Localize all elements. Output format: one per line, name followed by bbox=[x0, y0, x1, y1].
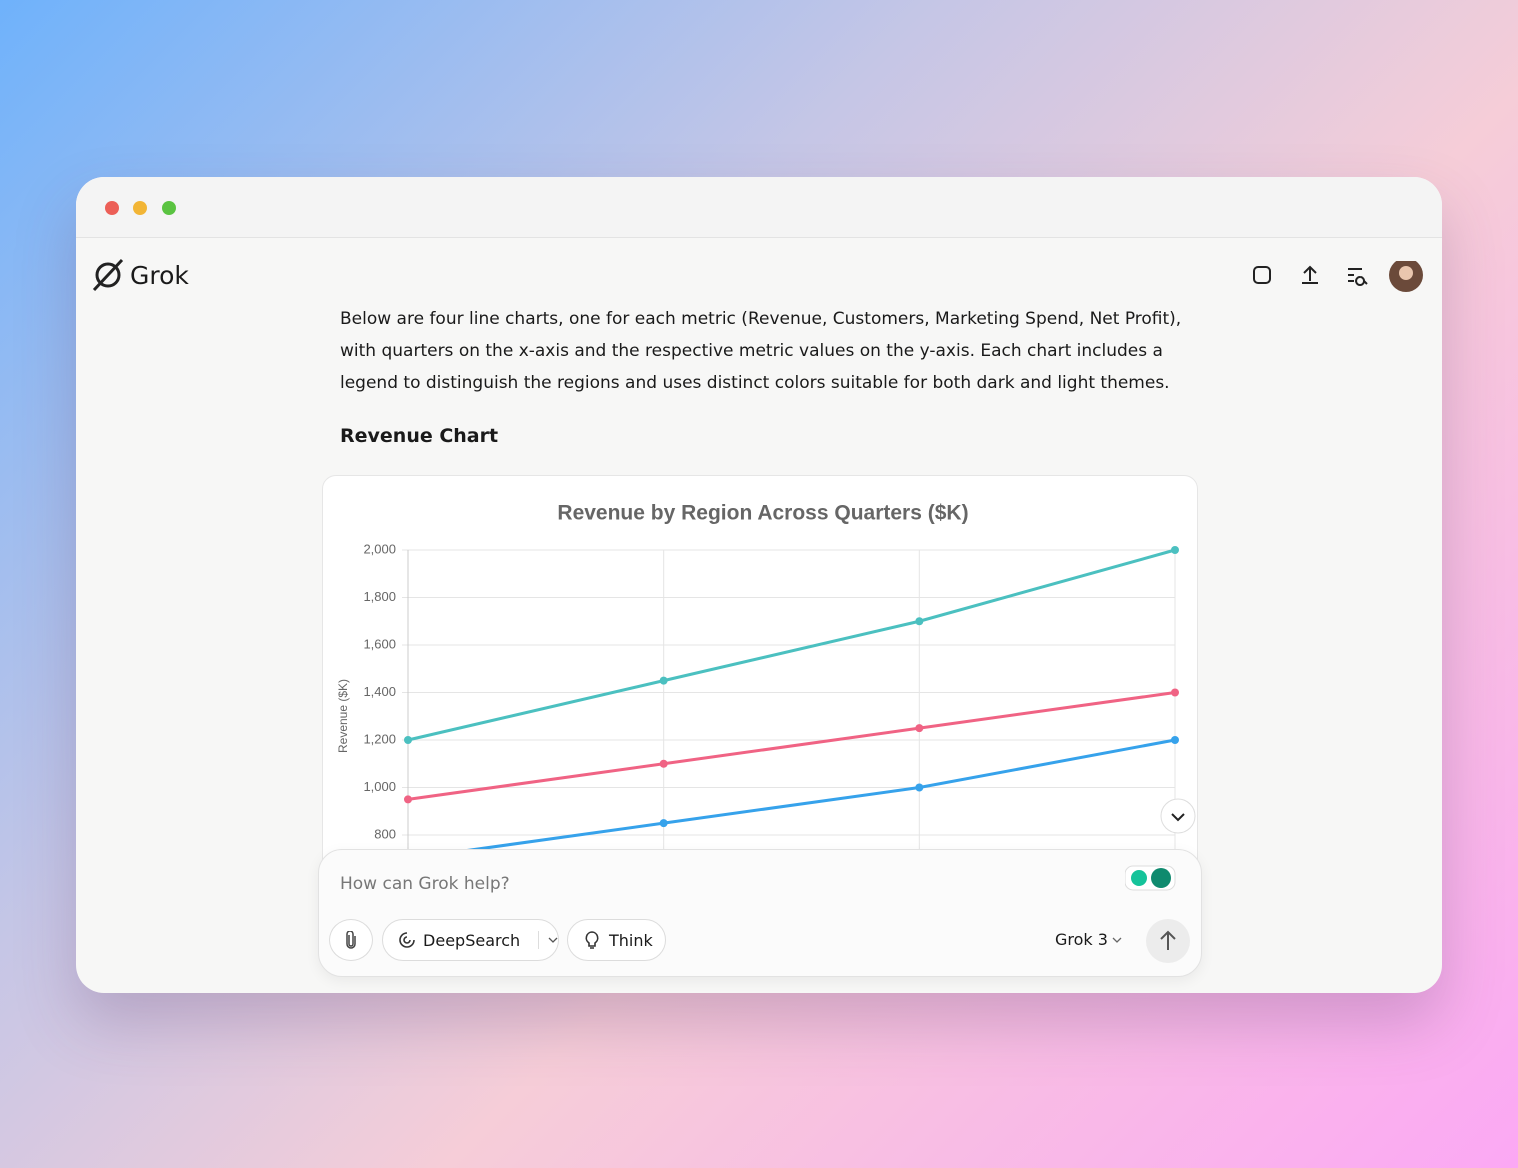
history-icon[interactable] bbox=[1348, 268, 1368, 286]
avatar-face bbox=[1399, 266, 1413, 280]
data-point bbox=[404, 736, 412, 744]
input-placeholder[interactable]: How can Grok help? bbox=[340, 874, 510, 894]
grok-logo bbox=[92, 258, 124, 292]
think-button[interactable]: Think bbox=[567, 919, 666, 961]
app-name: Grok bbox=[130, 261, 189, 290]
deepsearch-button[interactable]: DeepSearch bbox=[382, 919, 559, 961]
scroll-down-button[interactable] bbox=[1159, 797, 1199, 837]
data-point bbox=[659, 676, 668, 685]
composer[interactable]: How can Grok help? DeepSearch Think Grok… bbox=[318, 849, 1202, 977]
data-point bbox=[659, 819, 668, 828]
chart: Revenue by Region Across Quarters ($K) R… bbox=[336, 502, 1179, 896]
data-point bbox=[659, 759, 668, 768]
attach-button[interactable] bbox=[329, 919, 373, 961]
model-selector[interactable]: Grok 3 bbox=[1055, 930, 1108, 949]
minimize-button[interactable] bbox=[133, 201, 147, 215]
share-icon[interactable] bbox=[1302, 265, 1318, 284]
data-point bbox=[404, 795, 412, 804]
close-button[interactable] bbox=[105, 201, 119, 215]
data-point bbox=[1171, 688, 1179, 697]
y-tick-label: 1,800 bbox=[363, 589, 396, 604]
think-label: Think bbox=[609, 930, 653, 950]
data-point bbox=[1171, 546, 1179, 554]
deepsearch-label: DeepSearch bbox=[423, 930, 521, 950]
y-tick-label: 1,000 bbox=[363, 779, 396, 794]
series-line bbox=[407, 738, 1176, 861]
data-point bbox=[915, 724, 924, 733]
series-line bbox=[407, 548, 1176, 742]
y-tick-label: 800 bbox=[374, 826, 396, 841]
data-point bbox=[915, 783, 924, 792]
model-caret bbox=[1112, 937, 1122, 943]
data-point bbox=[915, 617, 924, 626]
app-window: Grok Below are four line charts, one for… bbox=[76, 177, 1442, 993]
y-axis-label: Revenue ($K) bbox=[336, 679, 350, 753]
y-tick-label: 1,400 bbox=[363, 684, 396, 699]
send-button[interactable] bbox=[1145, 918, 1191, 964]
zoom-button[interactable] bbox=[162, 201, 176, 215]
toolbar bbox=[1253, 261, 1423, 292]
message-text: Below are four line charts, one for each… bbox=[340, 309, 1182, 393]
y-tick-label: 1,600 bbox=[363, 636, 396, 651]
title-bar bbox=[76, 177, 1442, 238]
grammarly-badge[interactable] bbox=[1125, 864, 1177, 892]
y-tick-label: 1,200 bbox=[363, 731, 396, 746]
chart-title: Revenue by Region Across Quarters ($K) bbox=[557, 502, 968, 525]
message-heading: Revenue Chart bbox=[340, 425, 499, 447]
chart-card: Revenue by Region Across Quarters ($K) R… bbox=[322, 475, 1198, 897]
series-line bbox=[407, 691, 1176, 801]
y-tick-label: 2,000 bbox=[363, 541, 396, 556]
new-chat-icon[interactable] bbox=[1253, 266, 1271, 284]
data-point bbox=[1171, 736, 1179, 744]
